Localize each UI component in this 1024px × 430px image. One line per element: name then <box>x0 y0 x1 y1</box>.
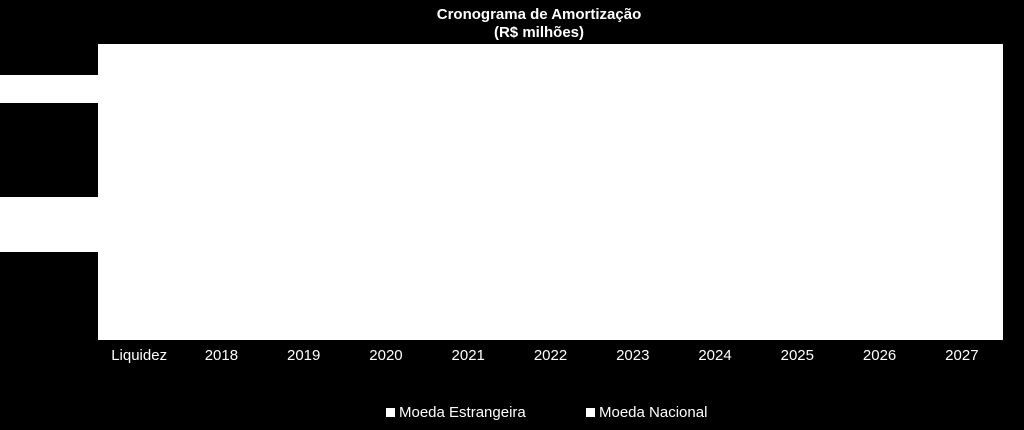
left-block <box>0 197 98 252</box>
x-tick-label: 2027 <box>945 347 978 364</box>
x-tick-label: 2021 <box>452 347 485 364</box>
left-block <box>0 75 98 103</box>
legend-swatch <box>386 408 395 417</box>
x-tick-label: 2026 <box>863 347 896 364</box>
legend-swatch <box>586 408 595 417</box>
x-tick-label: 2023 <box>616 347 649 364</box>
x-tick-label: 2024 <box>698 347 731 364</box>
x-tick-label: 2025 <box>781 347 814 364</box>
legend-label: Moeda Nacional <box>599 404 707 421</box>
plot-area <box>98 44 1003 340</box>
chart-subtitle: (R$ milhões) <box>494 24 584 41</box>
x-tick-label: 2020 <box>369 347 402 364</box>
x-tick-label: 2019 <box>287 347 320 364</box>
x-tick-label: 2018 <box>205 347 238 364</box>
legend-label: Moeda Estrangeira <box>399 404 526 421</box>
x-tick-label: Liquidez <box>111 347 167 364</box>
chart-title: Cronograma de Amortização <box>437 6 642 23</box>
x-tick-label: 2022 <box>534 347 567 364</box>
